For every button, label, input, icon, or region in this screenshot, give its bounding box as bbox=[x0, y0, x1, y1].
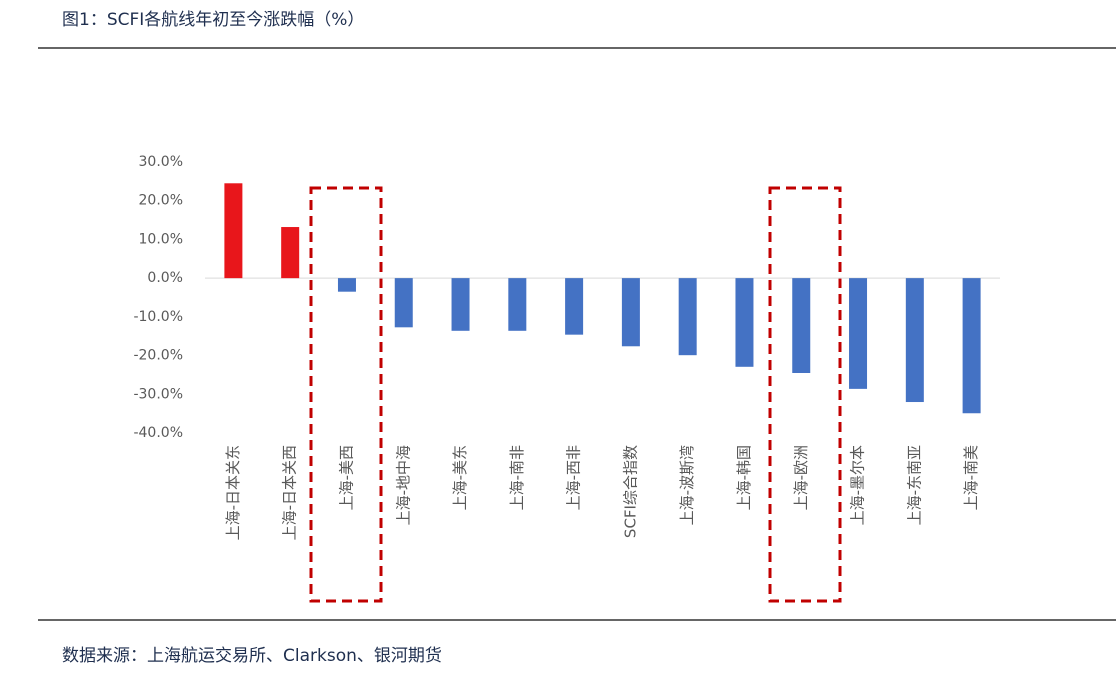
bar bbox=[565, 278, 584, 335]
bar bbox=[735, 278, 754, 367]
x-tick-label: 上海-日本关西 bbox=[281, 445, 299, 540]
bar bbox=[849, 278, 868, 389]
y-tick-label: 10.0% bbox=[139, 231, 183, 247]
x-tick-label: 上海-南美 bbox=[962, 445, 980, 510]
bar bbox=[394, 278, 413, 328]
x-tick-label: 上海-东南亚 bbox=[905, 445, 923, 525]
bar bbox=[962, 278, 981, 414]
bar bbox=[621, 278, 640, 347]
y-tick-label: 30.0% bbox=[139, 154, 183, 170]
source-note: 数据来源：上海航运交易所、Clarkson、银河期货 bbox=[62, 646, 442, 666]
y-tick-label: 20.0% bbox=[139, 193, 183, 209]
bar bbox=[905, 278, 924, 403]
y-tick-label: -10.0% bbox=[133, 309, 183, 325]
highlight-box bbox=[768, 186, 842, 603]
y-tick-label: -20.0% bbox=[133, 348, 183, 364]
x-tick-label: 上海-日本关东 bbox=[224, 445, 242, 540]
y-tick-label: -40.0% bbox=[133, 425, 183, 441]
x-tick-label: 上海-南非 bbox=[508, 445, 526, 510]
x-tick-label: 上海-波斯湾 bbox=[678, 445, 696, 525]
x-tick-label: SCFI综合指数 bbox=[621, 445, 639, 538]
bar bbox=[337, 278, 356, 292]
x-tick-label: 上海-西非 bbox=[565, 445, 583, 510]
y-tick-label: 0.0% bbox=[147, 270, 183, 286]
x-tick-label: 上海-美东 bbox=[451, 445, 469, 510]
x-tick-label: 上海-韩国 bbox=[735, 445, 753, 510]
bar bbox=[792, 278, 811, 373]
x-tick-label: 上海-欧洲 bbox=[792, 445, 810, 510]
highlight-box bbox=[309, 186, 383, 603]
x-tick-label: 上海-墨尔本 bbox=[849, 445, 867, 525]
bar bbox=[451, 278, 470, 331]
bar bbox=[508, 278, 527, 331]
bar bbox=[678, 278, 697, 356]
y-tick-label: -30.0% bbox=[133, 386, 183, 402]
bar bbox=[224, 183, 243, 279]
bar bbox=[281, 227, 300, 279]
chart-title: 图1：SCFI各航线年初至今涨跌幅（%） bbox=[62, 10, 364, 30]
x-tick-label: 上海-地中海 bbox=[394, 445, 412, 525]
x-tick-label: 上海-美西 bbox=[337, 445, 355, 510]
